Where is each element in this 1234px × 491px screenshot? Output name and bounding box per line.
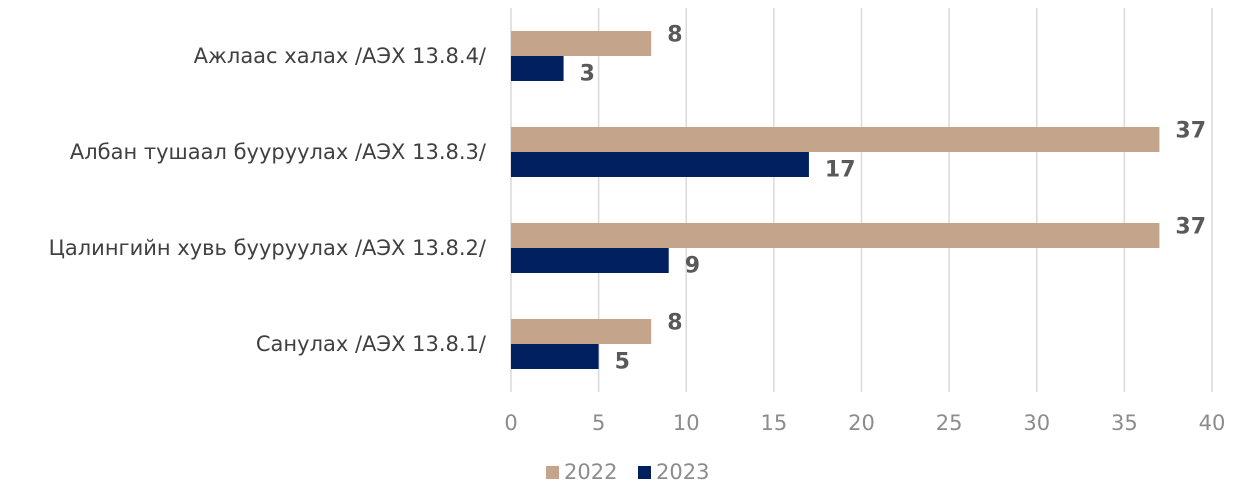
bar-2022-4 bbox=[511, 31, 652, 56]
data-label-2022-1: 8 bbox=[667, 311, 682, 336]
legend-swatch-2022 bbox=[546, 466, 559, 479]
bar-2022-1 bbox=[511, 319, 652, 344]
bar-2023-2 bbox=[511, 248, 669, 273]
category-label-3: Албан тушаал бууруулах /АЭХ 13.8.3/ bbox=[70, 140, 487, 164]
x-axis-tick-labels: 0 5 10 15 20 25 30 35 40 bbox=[504, 411, 1225, 435]
legend-label-2023: 2023 bbox=[656, 460, 709, 484]
data-label-2022-4: 8 bbox=[667, 23, 682, 48]
data-label-2023-4: 3 bbox=[580, 62, 595, 87]
data-label-2023-3: 17 bbox=[825, 158, 856, 183]
category-label-1: Санулах /АЭХ 13.8.1/ bbox=[256, 332, 487, 356]
x-tick-label-15: 15 bbox=[761, 411, 788, 435]
x-tick-label-20: 20 bbox=[848, 411, 875, 435]
x-tick-label-40: 40 bbox=[1199, 411, 1226, 435]
x-tick-label-0: 0 bbox=[504, 411, 517, 435]
gridlines bbox=[510, 8, 1213, 392]
data-label-2022-2: 37 bbox=[1175, 215, 1206, 240]
category-labels: Санулах /АЭХ 13.8.1/Цалингийн хувь бууру… bbox=[49, 44, 487, 356]
legend-label-2022: 2022 bbox=[564, 460, 617, 484]
x-tick-label-5: 5 bbox=[592, 411, 605, 435]
data-label-2023-2: 9 bbox=[685, 254, 700, 279]
bar-2023-3 bbox=[511, 152, 809, 177]
data-label-2022-3: 37 bbox=[1175, 119, 1206, 144]
bar-2023-1 bbox=[511, 344, 599, 369]
bars bbox=[511, 31, 1160, 369]
x-tick-label-25: 25 bbox=[936, 411, 963, 435]
bar-2023-4 bbox=[511, 56, 564, 81]
data-label-2023-1: 5 bbox=[615, 350, 630, 375]
x-tick-label-10: 10 bbox=[673, 411, 700, 435]
data-labels: 8 5 37 9 37 17 8 3 bbox=[580, 23, 1206, 375]
category-label-2: Цалингийн хувь бууруулах /АЭХ 13.8.2/ bbox=[49, 236, 487, 260]
x-tick-label-35: 35 bbox=[1111, 411, 1138, 435]
bar-2022-2 bbox=[511, 223, 1160, 248]
bar-2022-3 bbox=[511, 127, 1160, 152]
legend: 2022 2023 bbox=[546, 460, 709, 484]
category-label-4: Ажлаас халах /АЭХ 13.8.4/ bbox=[194, 44, 487, 68]
legend-swatch-2023 bbox=[638, 466, 651, 479]
x-tick-label-30: 30 bbox=[1023, 411, 1050, 435]
